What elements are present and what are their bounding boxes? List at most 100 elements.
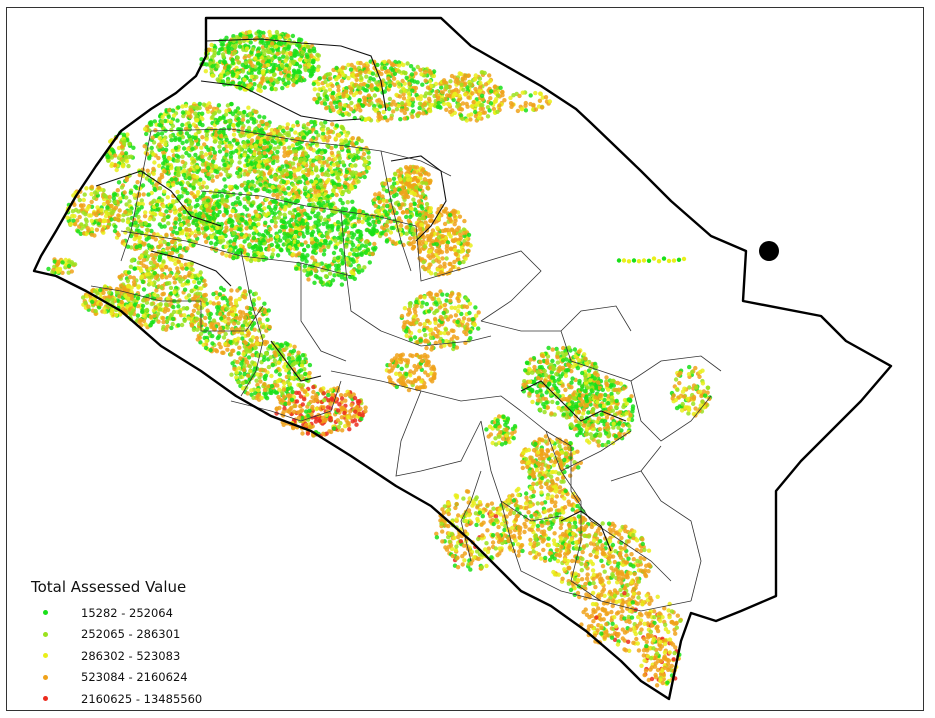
parcel-point <box>313 268 318 273</box>
parcel-point <box>89 232 95 237</box>
parcel-point <box>124 202 129 207</box>
parcel-point <box>500 89 505 95</box>
parcel-point <box>223 184 228 189</box>
parcel-point <box>318 248 323 253</box>
parcel-point <box>233 184 238 189</box>
parcel-point <box>225 103 231 108</box>
parcel-point <box>391 76 397 81</box>
parcel-point <box>283 191 288 196</box>
parcel-point <box>249 74 254 80</box>
map-canvas[interactable] <box>7 8 924 711</box>
parcel-point <box>87 213 92 218</box>
parcel-point <box>295 239 300 245</box>
parcel-point <box>412 191 417 197</box>
parcel-point <box>128 190 133 195</box>
parcel-point <box>204 225 210 231</box>
parcel-point <box>447 216 453 222</box>
parcel-point <box>350 242 356 248</box>
parcel-point <box>259 172 264 177</box>
parcel-point <box>337 156 342 161</box>
parcel-point <box>327 202 333 207</box>
parcel-point <box>151 198 157 203</box>
parcel-point <box>182 164 187 169</box>
parcel-point <box>265 62 271 68</box>
parcel-point <box>212 190 218 196</box>
parcel-point <box>336 75 341 80</box>
parcel-point <box>404 75 409 81</box>
parcel-point <box>267 171 272 176</box>
parcel-point <box>309 231 314 237</box>
parcel-point <box>213 235 218 240</box>
parcel-point <box>177 245 183 250</box>
parcel-point <box>125 244 131 249</box>
parcel-point <box>479 70 484 75</box>
parcel-point <box>279 224 284 229</box>
parcel-point <box>362 98 367 103</box>
parcel-point <box>312 66 317 72</box>
parcel-point <box>134 233 139 238</box>
parcel-point <box>311 127 316 132</box>
parcel-point <box>177 213 182 218</box>
parcel-point <box>247 111 253 117</box>
parcel-point <box>325 83 331 88</box>
parcel-point <box>252 253 257 258</box>
parcel-point <box>472 77 478 82</box>
parcel-point <box>495 109 500 115</box>
parcel-point <box>445 227 451 233</box>
parcel-point <box>158 144 163 149</box>
parcel-point <box>253 209 258 214</box>
parcel-point <box>385 203 390 209</box>
parcel-point <box>86 228 91 233</box>
parcel-point <box>194 197 200 203</box>
parcel-point <box>263 126 269 131</box>
parcel-point <box>122 190 127 195</box>
parcel-point <box>356 219 361 224</box>
parcel-point <box>116 180 122 185</box>
parcel-point <box>453 237 458 242</box>
parcel-point <box>175 189 180 195</box>
parcel-point <box>476 115 482 120</box>
parcel-point <box>246 133 251 139</box>
parcel-point <box>224 149 229 154</box>
parcel-points-layer <box>46 29 713 688</box>
parcel-point <box>195 118 200 123</box>
parcel-point <box>455 227 460 232</box>
parcel-point <box>228 213 233 219</box>
parcel-point <box>400 202 405 207</box>
parcel-point <box>250 245 256 251</box>
parcel-point <box>122 139 127 144</box>
parcel-point <box>310 162 316 168</box>
parcel-point <box>392 71 398 77</box>
parcel-point <box>253 143 258 148</box>
parcel-point <box>307 129 312 135</box>
parcel-point <box>170 148 175 153</box>
parcel-point <box>382 59 387 65</box>
parcel-point <box>441 78 447 83</box>
parcel-point <box>251 231 257 236</box>
parcel-point <box>328 101 334 106</box>
parcel-point <box>360 103 366 109</box>
parcel-point <box>255 213 260 218</box>
parcel-point <box>469 104 475 109</box>
parcel-point <box>258 139 264 145</box>
parcel-point <box>218 74 224 80</box>
parcel-point <box>365 83 370 89</box>
parcel-point <box>165 214 171 220</box>
parcel-point <box>268 207 274 212</box>
parcel-point <box>269 86 274 92</box>
parcel-point <box>460 248 465 254</box>
parcel-point <box>305 230 310 235</box>
parcel-point <box>238 227 243 232</box>
parcel-point <box>97 218 103 223</box>
parcel-point <box>383 115 388 120</box>
parcel-point <box>331 107 336 113</box>
parcel-point <box>298 165 303 170</box>
parcel-point <box>426 265 431 270</box>
parcel-point <box>168 226 174 231</box>
parcel-point <box>397 69 402 74</box>
parcel-point <box>305 272 310 278</box>
parcel-point <box>321 221 326 227</box>
parcel-point <box>398 177 403 182</box>
parcel-point <box>363 239 369 245</box>
parcel-point <box>184 139 189 144</box>
